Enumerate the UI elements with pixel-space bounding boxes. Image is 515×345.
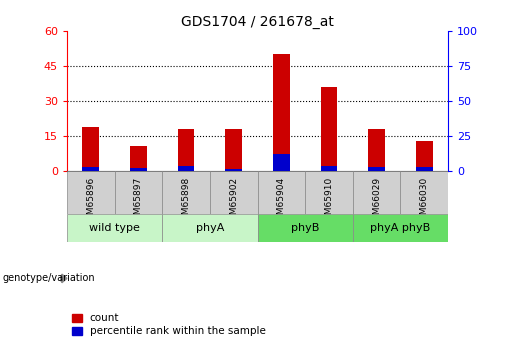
Bar (416, 167, 433, 171)
Bar (353, 171, 401, 214)
Bar (353, 214, 448, 242)
Bar (258, 171, 305, 214)
Text: GSM66030: GSM66030 (420, 176, 428, 226)
Bar (226, 169, 242, 171)
Bar (321, 166, 337, 171)
Bar (273, 154, 289, 171)
Bar (321, 87, 337, 171)
Text: phyB: phyB (291, 223, 319, 233)
Text: GSM65898: GSM65898 (182, 176, 191, 226)
Text: wild type: wild type (89, 223, 140, 233)
Bar (162, 171, 210, 214)
Bar (130, 168, 147, 171)
Text: GSM65904: GSM65904 (277, 176, 286, 226)
Bar (162, 214, 258, 242)
Bar (368, 129, 385, 171)
Text: phyA: phyA (196, 223, 224, 233)
Bar (178, 166, 194, 171)
Bar (82, 167, 99, 171)
Bar (67, 214, 162, 242)
Bar (67, 171, 115, 214)
Bar (273, 55, 289, 171)
Bar (82, 127, 99, 171)
Text: GSM65897: GSM65897 (134, 176, 143, 226)
Text: phyA phyB: phyA phyB (370, 223, 431, 233)
Bar (258, 214, 353, 242)
Bar (305, 171, 353, 214)
Text: GSM65902: GSM65902 (229, 176, 238, 226)
Title: GDS1704 / 261678_at: GDS1704 / 261678_at (181, 14, 334, 29)
Bar (226, 129, 242, 171)
Text: genotype/variation: genotype/variation (3, 273, 95, 283)
Legend: count, percentile rank within the sample: count, percentile rank within the sample (72, 313, 266, 336)
Bar (114, 171, 162, 214)
Bar (368, 167, 385, 171)
Bar (416, 141, 433, 171)
Text: GSM65896: GSM65896 (87, 176, 95, 226)
Bar (210, 171, 258, 214)
Bar (178, 129, 194, 171)
Text: GSM65910: GSM65910 (324, 176, 333, 226)
Text: GSM66029: GSM66029 (372, 176, 381, 226)
Bar (130, 146, 147, 171)
Bar (401, 171, 448, 214)
